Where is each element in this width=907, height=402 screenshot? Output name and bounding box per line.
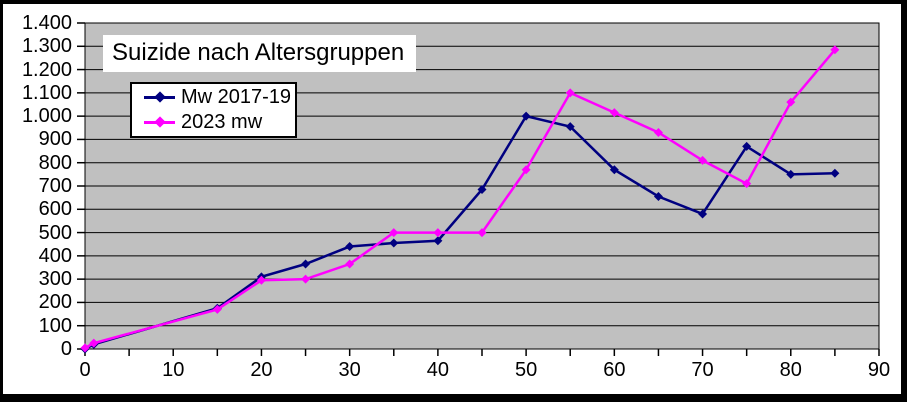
y-tick-label: 1.400 xyxy=(21,12,72,34)
data-point-marker-mw-2017-19 xyxy=(565,122,575,132)
diamond-marker-icon xyxy=(154,91,166,103)
data-point-marker-mw-2017-19 xyxy=(433,236,443,246)
data-point-marker-2023-mw xyxy=(653,127,663,137)
data-point-marker-2023-mw xyxy=(80,343,90,353)
image-border xyxy=(0,394,907,402)
data-point-marker-2023-mw xyxy=(256,275,266,285)
data-point-marker-mw-2017-19 xyxy=(698,209,708,219)
data-point-marker-mw-2017-19 xyxy=(345,242,355,252)
data-point-marker-mw-2017-19 xyxy=(742,141,752,151)
x-tick-label: 70 xyxy=(691,359,714,381)
y-tick-label: 1.000 xyxy=(21,105,72,128)
data-point-marker-2023-mw xyxy=(477,228,487,238)
chart-title: Suizide nach Altersgruppen xyxy=(103,35,417,72)
data-point-marker-mw-2017-19 xyxy=(830,168,840,178)
data-point-marker-mw-2017-19 xyxy=(301,259,311,269)
y-tick-label: 100 xyxy=(38,314,72,337)
y-tick-label: 0 xyxy=(60,338,72,360)
data-point-marker-2023-mw xyxy=(830,45,840,55)
data-point-marker-mw-2017-19 xyxy=(786,169,796,179)
data-point-marker-2023-mw xyxy=(433,228,443,238)
y-tick-label: 200 xyxy=(38,291,72,314)
legend-label: 2023 mw xyxy=(181,111,263,134)
y-tick-label: 700 xyxy=(38,175,72,197)
x-tick-label: 80 xyxy=(779,359,802,381)
x-tick-label: 90 xyxy=(867,359,891,381)
data-point-marker-2023-mw xyxy=(786,97,796,107)
y-tick-label: 900 xyxy=(38,128,72,151)
y-tick-label: 300 xyxy=(38,268,72,291)
data-point-marker-2023-mw xyxy=(609,108,619,118)
data-point-marker-mw-2017-19 xyxy=(521,111,531,121)
x-tick-label: 40 xyxy=(426,359,449,381)
diamond-marker-icon xyxy=(154,116,166,128)
data-point-marker-2023-mw xyxy=(742,179,752,189)
data-point-marker-2023-mw xyxy=(212,304,222,314)
x-tick-label: 60 xyxy=(603,359,626,381)
legend-line-sample-icon xyxy=(144,91,175,103)
data-point-marker-2023-mw xyxy=(89,338,99,348)
data-point-marker-2023-mw xyxy=(301,274,311,284)
legend-label: Mw 2017-19 xyxy=(181,85,292,108)
legend-item-2023-mw: 2023 mw xyxy=(144,111,295,135)
x-tick-label: 30 xyxy=(338,359,361,381)
y-tick-label: 500 xyxy=(38,221,72,244)
data-point-marker-mw-2017-19 xyxy=(389,238,399,248)
image-border xyxy=(901,0,907,402)
data-point-marker-2023-mw xyxy=(698,155,708,165)
x-tick-label: 10 xyxy=(162,359,185,381)
data-point-marker-2023-mw xyxy=(565,88,575,98)
legend-item-mw-2017-19: Mw 2017-19 xyxy=(144,85,295,109)
x-tick-label: 0 xyxy=(79,359,91,381)
legend-line-sample-icon xyxy=(144,116,175,128)
y-tick-label: 600 xyxy=(38,198,72,221)
data-point-marker-mw-2017-19 xyxy=(653,191,663,201)
image-border xyxy=(0,0,907,4)
y-tick-label: 1.300 xyxy=(21,35,72,58)
data-point-marker-2023-mw xyxy=(345,259,355,269)
data-point-marker-mw-2017-19 xyxy=(477,184,487,194)
data-point-marker-2023-mw xyxy=(521,165,531,175)
data-point-marker-mw-2017-19 xyxy=(609,165,619,175)
y-tick-label: 800 xyxy=(38,151,72,174)
data-point-marker-2023-mw xyxy=(389,228,399,238)
y-tick-label: 1.200 xyxy=(21,58,72,81)
image-border xyxy=(0,0,3,402)
legend: Mw 2017-19 2023 mw xyxy=(130,82,297,138)
y-tick-label: 400 xyxy=(38,244,72,267)
x-tick-label: 50 xyxy=(514,359,538,381)
y-tick-label: 1.100 xyxy=(21,81,72,104)
x-tick-label: 20 xyxy=(250,359,273,381)
